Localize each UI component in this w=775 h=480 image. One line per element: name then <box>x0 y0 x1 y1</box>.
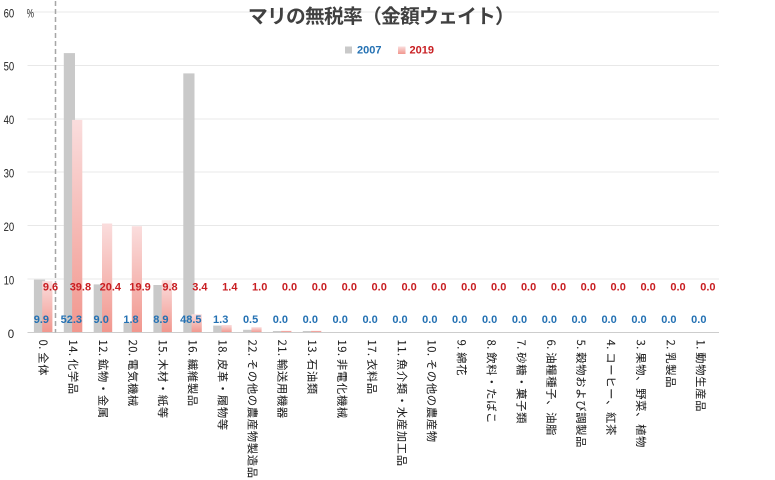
svg-text:0.0: 0.0 <box>601 314 616 326</box>
svg-text:0.0: 0.0 <box>482 314 497 326</box>
svg-text:0.0: 0.0 <box>282 281 297 293</box>
svg-text:30: 30 <box>4 169 15 181</box>
svg-text:9.6: 9.6 <box>43 281 58 293</box>
svg-text:0.0: 0.0 <box>372 281 387 293</box>
svg-text:9.8: 9.8 <box>162 281 177 293</box>
svg-text:10: 10 <box>4 275 15 287</box>
svg-text:0.0: 0.0 <box>691 314 706 326</box>
svg-text:0.0: 0.0 <box>312 281 327 293</box>
svg-text:0.0: 0.0 <box>342 281 357 293</box>
svg-text:2007: 2007 <box>357 45 381 57</box>
svg-text:0.0: 0.0 <box>303 314 318 326</box>
svg-text:0.0: 0.0 <box>491 281 506 293</box>
svg-text:0.0: 0.0 <box>631 314 646 326</box>
svg-text:1.8: 1.8 <box>123 314 138 326</box>
svg-text:0: 0 <box>8 329 14 341</box>
svg-text:0.0: 0.0 <box>512 314 527 326</box>
svg-text:0.0: 0.0 <box>700 281 715 293</box>
svg-text:0.0: 0.0 <box>521 281 536 293</box>
svg-text:40: 40 <box>4 115 15 127</box>
svg-text:1.3: 1.3 <box>213 314 228 326</box>
svg-text:3.4: 3.4 <box>192 281 208 293</box>
svg-text:0.0: 0.0 <box>452 314 467 326</box>
svg-text:0.0: 0.0 <box>392 314 407 326</box>
svg-text:0.0: 0.0 <box>572 314 587 326</box>
svg-text:2019: 2019 <box>410 45 434 57</box>
svg-text:39.8: 39.8 <box>70 281 91 293</box>
svg-text:0.0: 0.0 <box>422 314 437 326</box>
svg-text:20.4: 20.4 <box>100 281 122 293</box>
svg-text:0.0: 0.0 <box>661 314 676 326</box>
svg-text:0.0: 0.0 <box>640 281 655 293</box>
svg-text:0.0: 0.0 <box>581 281 596 293</box>
svg-text:0.0: 0.0 <box>273 314 288 326</box>
svg-text:0.0: 0.0 <box>611 281 626 293</box>
svg-text:8.9: 8.9 <box>153 314 168 326</box>
svg-text:0.0: 0.0 <box>551 281 566 293</box>
svg-text:60: 60 <box>4 8 15 20</box>
svg-text:9.9: 9.9 <box>34 314 49 326</box>
svg-text:50: 50 <box>4 62 15 74</box>
svg-text:0.0: 0.0 <box>333 314 348 326</box>
svg-text:%: % <box>27 8 34 20</box>
svg-text:52.3: 52.3 <box>61 314 82 326</box>
svg-text:0.5: 0.5 <box>243 314 258 326</box>
svg-text:19.9: 19.9 <box>129 281 150 293</box>
svg-text:48.5: 48.5 <box>180 314 201 326</box>
svg-text:0.0: 0.0 <box>670 281 685 293</box>
svg-text:0.0: 0.0 <box>401 281 416 293</box>
svg-text:0.0: 0.0 <box>542 314 557 326</box>
svg-text:20: 20 <box>4 222 15 234</box>
svg-text:0.0: 0.0 <box>461 281 476 293</box>
svg-text:1.4: 1.4 <box>222 281 238 293</box>
svg-text:9.0: 9.0 <box>94 314 109 326</box>
svg-text:0.0: 0.0 <box>431 281 446 293</box>
svg-text:1.0: 1.0 <box>252 281 267 293</box>
svg-text:0.0: 0.0 <box>362 314 377 326</box>
